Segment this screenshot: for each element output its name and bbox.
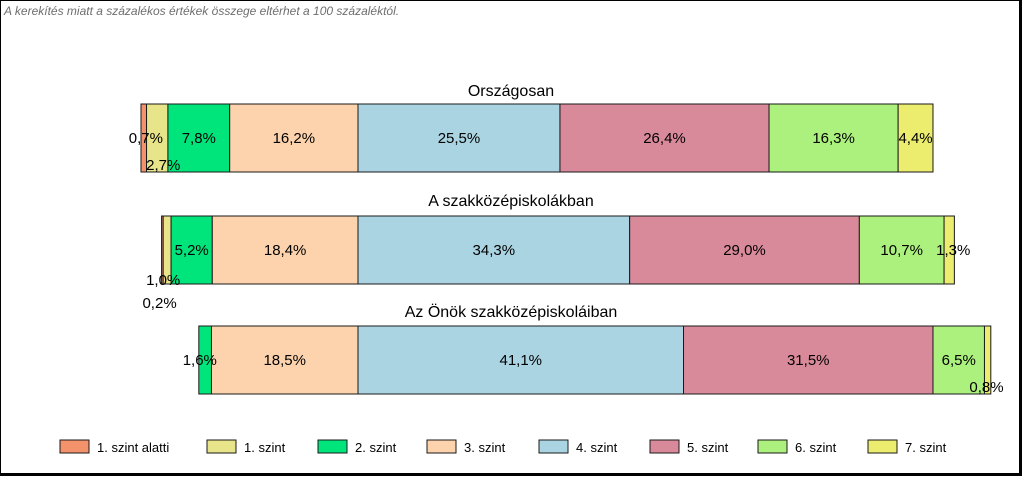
bar-segment-1-7 [768,103,899,173]
data-label-2-5: 34,3% [473,242,516,259]
legend-swatch-4 [426,439,457,454]
legend-swatch-3 [317,439,348,454]
data-label-2-8: 1,3% [936,242,970,259]
data-label-2-3: 5,2% [175,242,209,259]
group-title-1: Országosan [468,83,554,100]
bar-segment-3-4 [210,325,359,395]
legend-swatch-8 [867,439,898,454]
group-title-2: A szakközépiskolákban [428,193,593,210]
bar-segment-1-5 [357,103,561,173]
data-label-2-6: 29,0% [723,242,766,259]
data-label-2-2: 1,0% [146,272,180,289]
bar-segment-2-8 [943,215,955,285]
bar-segment-1-6 [559,103,770,173]
data-label-2-7: 10,7% [880,242,923,259]
data-label-1-7: 16,3% [812,130,855,147]
data-label-1-3: 7,8% [182,130,216,147]
bar-segment-2-5 [357,215,631,285]
data-label-1-2: 2,7% [146,157,180,174]
legend-swatch-2 [206,439,237,454]
legend-label-5: 4. szint [576,440,618,455]
data-label-1-6: 26,4% [643,130,686,147]
bar-segment-3-7 [932,325,985,395]
bar-segment-1-4 [229,103,359,173]
legend-label-2: 1. szint [244,440,286,455]
data-label-3-4: 18,5% [263,352,306,369]
legend-label-3: 2. szint [355,440,397,455]
bar-segment-2-7 [858,215,945,285]
legend-swatch-5 [538,439,569,454]
data-label-3-5: 41,1% [499,352,542,369]
bar-segment-3-6 [683,325,934,395]
legend-swatch-7 [757,439,788,454]
data-label-1-8: 4,4% [898,130,932,147]
data-label-1-1: 0,7% [129,130,163,147]
data-label-3-8: 0,8% [969,379,1003,396]
bar-segment-2-4 [211,215,359,285]
data-label-3-7: 6,5% [942,352,976,369]
data-label-2-4: 18,4% [264,242,307,259]
legend-swatch-6 [649,439,680,454]
data-label-1-4: 16,2% [273,130,316,147]
data-label-3-3: 1,6% [183,352,217,369]
legend-label-1: 1. szint alatti [97,440,169,455]
legend-swatch-1 [59,439,90,454]
bar-segment-3-5 [357,325,685,395]
rounding-note: A kerekítés miatt a százalékos értékek ö… [4,4,400,18]
data-label-3-6: 31,5% [787,352,830,369]
data-label-2-1: 0,2% [142,295,176,312]
data-label-1-5: 25,5% [438,130,481,147]
bar-segment-1-3 [167,103,231,173]
bar-segment-2-6 [629,215,860,285]
legend-label-6: 5. szint [687,440,729,455]
group-title-3: Az Önök szakközépiskoláiban [405,303,618,321]
legend-label-7: 6. szint [795,440,837,455]
bar-segment-3-8 [983,325,992,395]
bar-segment-2-3 [170,215,213,285]
legend-label-8: 7. szint [905,440,947,455]
bar-segment-1-8 [897,103,934,173]
legend-label-4: 3. szint [464,440,506,455]
